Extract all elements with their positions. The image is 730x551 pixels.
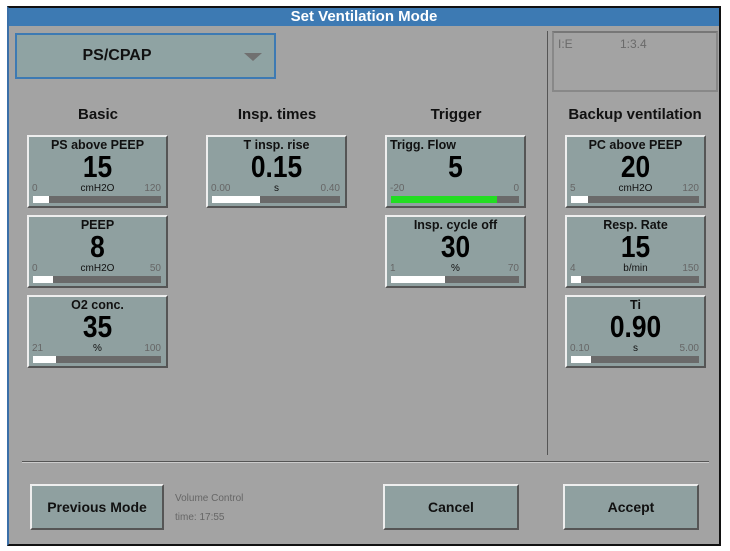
tile-min: 0	[32, 263, 38, 274]
tile-level-fill	[571, 356, 592, 363]
horizontal-divider	[22, 461, 709, 463]
tile-label: Trigg. Flow	[390, 138, 456, 152]
tile-value: 0.15	[250, 149, 303, 184]
tile-value: 30	[440, 229, 471, 264]
tile-value: 35	[82, 309, 113, 344]
tile-min: -20	[390, 183, 405, 194]
tile-label: PS above PEEP	[50, 138, 145, 152]
setting-tile-insp-cycle-off[interactable]: Insp. cycle off 30 1 % 70	[385, 215, 526, 288]
section-backup-ventilation: Backup ventilation	[568, 106, 702, 123]
tile-label: Insp. cycle off	[413, 218, 498, 232]
previous-mode-button[interactable]: Previous Mode	[30, 484, 164, 530]
tile-level-fill	[391, 276, 445, 283]
tile-min: 5	[570, 183, 576, 194]
tile-level-bar	[33, 276, 161, 283]
setting-tile-pc-above-peep[interactable]: PC above PEEP 20 5 cmH2O 120	[565, 135, 706, 208]
tile-level-fill	[33, 276, 54, 283]
dialog-title: Set Ventilation Mode	[9, 8, 719, 26]
ie-ratio-box: I:E 1:3.4	[552, 31, 718, 92]
tile-min: 4	[570, 263, 576, 274]
tile-label: Ti	[630, 298, 641, 312]
tile-min: 21	[32, 343, 44, 354]
tile-min: 1	[390, 263, 396, 274]
tile-label: T insp. rise	[243, 138, 310, 152]
tile-level-bar	[212, 196, 340, 203]
tile-level-bar	[391, 276, 519, 283]
tile-unit: b/min	[623, 263, 648, 274]
mode-dropdown-value: PS/CPAP	[82, 47, 152, 64]
tile-unit	[417, 183, 494, 194]
tile-value: 15	[82, 149, 113, 184]
tile-level-bar	[33, 196, 161, 203]
vertical-divider	[547, 31, 548, 455]
tile-max: 0.40	[320, 183, 340, 194]
accept-button[interactable]: Accept	[563, 484, 699, 530]
tile-max: 5.00	[679, 343, 699, 354]
tile-level-fill	[33, 196, 49, 203]
section-insp-times: Insp. times	[237, 106, 317, 123]
tile-value: 0.90	[609, 309, 662, 344]
tile-level-bar	[571, 276, 699, 283]
tile-min: 0	[32, 183, 38, 194]
tile-min: 0.00	[211, 183, 231, 194]
tile-value: 5	[448, 149, 463, 184]
mode-dropdown[interactable]: PS/CPAP	[15, 33, 276, 79]
tile-unit: %	[93, 343, 102, 354]
tile-level-fill	[33, 356, 57, 363]
tile-label: Resp. Rate	[603, 218, 668, 232]
tile-max: 120	[682, 183, 699, 194]
setting-tile-peep[interactable]: PEEP 8 0 cmH2O 50	[27, 215, 168, 288]
tile-value: 8	[90, 229, 105, 264]
section-trigger: Trigger	[430, 106, 482, 123]
tile-max: 0	[513, 183, 519, 194]
tile-max: 70	[507, 263, 519, 274]
cancel-button[interactable]: Cancel	[383, 484, 519, 530]
tile-value: 20	[620, 149, 651, 184]
tile-value: 15	[620, 229, 651, 264]
tile-min: 0.10	[570, 343, 590, 354]
setting-tile-o2-conc[interactable]: O2 conc. 35 21 % 100	[27, 295, 168, 368]
tile-max: 50	[149, 263, 161, 274]
set-ventilation-mode-dialog: Set Ventilation Mode PS/CPAP I:E 1:3.4 B…	[7, 6, 721, 546]
tile-max: 120	[144, 183, 161, 194]
tile-label: PEEP	[80, 218, 115, 232]
setting-tile-resp-rate[interactable]: Resp. Rate 15 4 b/min 150	[565, 215, 706, 288]
tile-label: PC above PEEP	[588, 138, 683, 152]
tile-level-bar	[571, 356, 699, 363]
setting-tile-t-insp-rise[interactable]: T insp. rise 0.15 0.00 s 0.40	[206, 135, 347, 208]
tile-max: 100	[144, 343, 161, 354]
tile-unit: cmH2O	[618, 183, 653, 194]
tile-level-fill	[212, 196, 260, 203]
previous-mode-name: Volume Control	[175, 493, 244, 504]
tile-level-bar	[391, 196, 519, 203]
tile-unit: s	[274, 183, 279, 194]
tile-level-fill	[391, 196, 498, 203]
tile-level-bar	[571, 196, 699, 203]
setting-tile-trigg-flow[interactable]: Trigg. Flow 5 -20 0	[385, 135, 526, 208]
tile-level-fill	[571, 196, 588, 203]
setting-tile-ti[interactable]: Ti 0.90 0.10 s 5.00	[565, 295, 706, 368]
tile-unit: s	[633, 343, 638, 354]
tile-max: 150	[682, 263, 699, 274]
tile-level-bar	[33, 356, 161, 363]
previous-mode-time: time: 17:55	[175, 512, 225, 523]
tile-level-fill	[571, 276, 581, 283]
section-basic: Basic	[77, 106, 119, 123]
tile-label: O2 conc.	[71, 298, 124, 312]
ie-value: 1:3.4	[620, 37, 647, 51]
setting-tile-ps-above-peep[interactable]: PS above PEEP 15 0 cmH2O 120	[27, 135, 168, 208]
tile-unit: cmH2O	[80, 263, 115, 274]
tile-unit: cmH2O	[80, 183, 115, 194]
ie-label: I:E	[558, 37, 573, 51]
dropdown-triangle-icon	[244, 53, 262, 61]
tile-unit: %	[451, 263, 460, 274]
